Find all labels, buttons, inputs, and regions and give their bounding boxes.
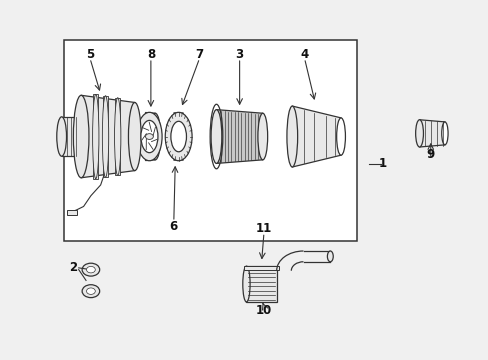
Ellipse shape [415, 120, 423, 147]
Ellipse shape [243, 266, 249, 302]
Polygon shape [61, 117, 81, 156]
Ellipse shape [336, 118, 345, 155]
Bar [244, 266, 278, 270]
Polygon shape [115, 98, 120, 175]
Polygon shape [173, 113, 183, 161]
Ellipse shape [141, 120, 158, 153]
Polygon shape [216, 110, 262, 163]
Circle shape [86, 266, 95, 273]
Circle shape [86, 288, 95, 294]
Bar [66, 210, 77, 215]
Polygon shape [81, 95, 135, 178]
Circle shape [82, 263, 100, 276]
Text: 10: 10 [255, 305, 272, 318]
Ellipse shape [92, 94, 99, 179]
Polygon shape [292, 106, 340, 167]
Ellipse shape [57, 117, 66, 156]
Text: 6: 6 [169, 220, 178, 233]
Polygon shape [145, 113, 155, 161]
Ellipse shape [165, 112, 192, 161]
Text: 9: 9 [426, 148, 434, 161]
Ellipse shape [114, 98, 121, 175]
Ellipse shape [211, 110, 222, 163]
Text: 7: 7 [195, 48, 203, 61]
Polygon shape [103, 96, 108, 177]
Text: 4: 4 [300, 48, 308, 61]
Text: 11: 11 [255, 222, 272, 235]
Ellipse shape [128, 103, 141, 171]
Ellipse shape [150, 113, 160, 160]
Ellipse shape [102, 96, 108, 177]
Ellipse shape [170, 121, 186, 152]
Polygon shape [93, 94, 98, 179]
Polygon shape [419, 120, 444, 147]
Ellipse shape [73, 95, 89, 178]
Ellipse shape [441, 122, 447, 145]
Text: 8: 8 [146, 48, 155, 61]
Ellipse shape [327, 251, 332, 262]
Ellipse shape [257, 113, 267, 160]
Bar [64, 40, 356, 241]
Bar [246, 266, 276, 302]
Text: 2: 2 [69, 261, 77, 274]
Circle shape [82, 285, 100, 298]
Text: 5: 5 [85, 48, 94, 61]
Text: 3: 3 [235, 48, 243, 61]
Ellipse shape [286, 106, 297, 167]
Circle shape [145, 134, 153, 139]
Text: 1: 1 [378, 157, 386, 170]
Ellipse shape [137, 112, 162, 161]
